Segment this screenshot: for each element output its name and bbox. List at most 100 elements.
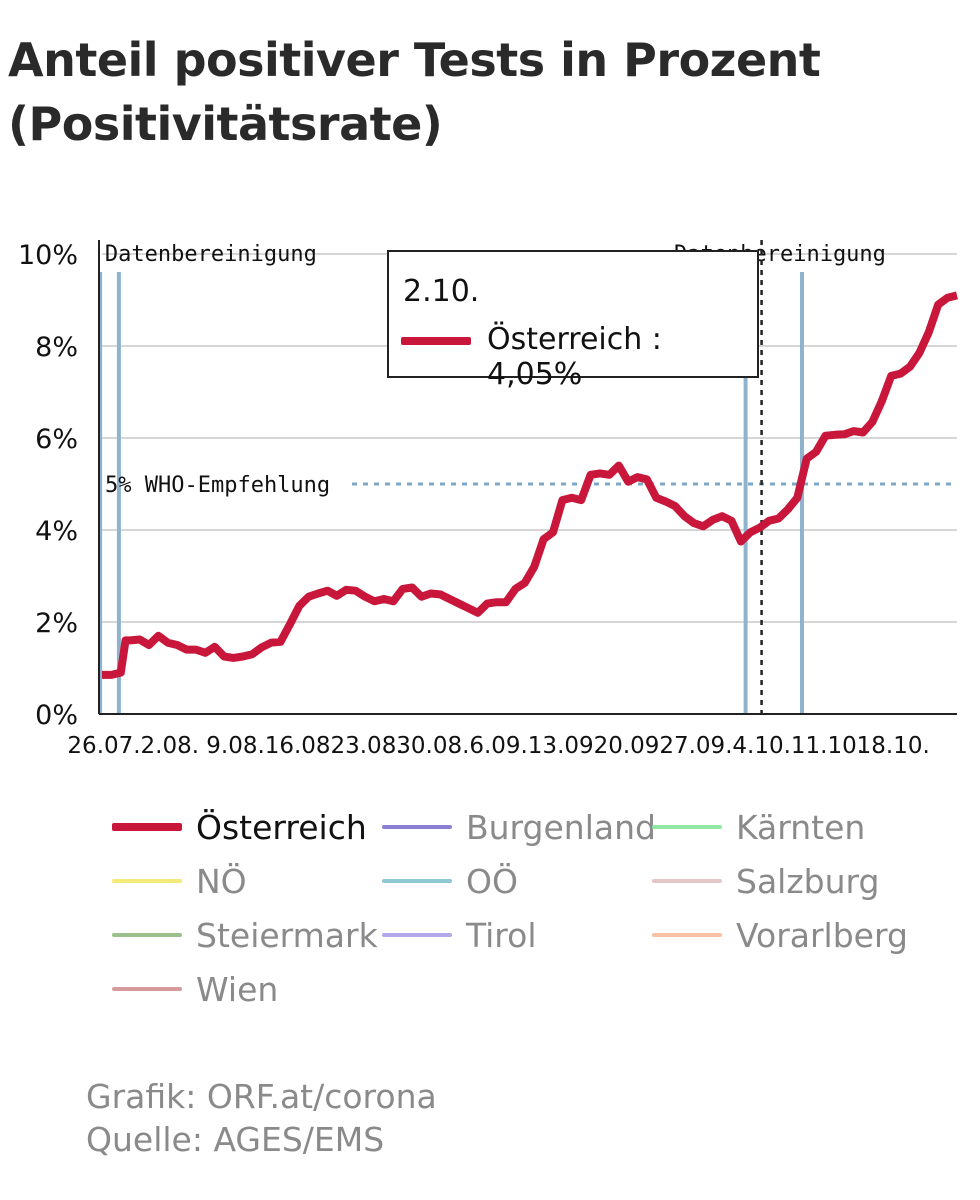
data-point: [543, 538, 545, 540]
data-point: [364, 596, 366, 598]
data-point: [684, 515, 686, 517]
y-tick-label: 4%: [35, 516, 78, 547]
data-point: [336, 595, 338, 597]
legend-item[interactable]: Vorarlberg: [652, 913, 908, 957]
data-point: [148, 644, 150, 646]
legend-label: NÖ: [196, 861, 247, 901]
data-point: [308, 596, 310, 598]
data-point: [787, 508, 789, 510]
who-reference: 5% WHO-Empfehlung: [105, 473, 957, 498]
who-reference-label: 5% WHO-Empfehlung: [105, 473, 330, 498]
data-point: [749, 531, 751, 533]
data-point: [862, 431, 864, 433]
data-point: [900, 373, 902, 375]
tooltip-date: 2.10.: [403, 274, 480, 309]
data-point: [195, 649, 197, 651]
data-point: [420, 596, 422, 598]
data-point: [120, 672, 122, 674]
y-tick-label: 6%: [35, 424, 78, 455]
data-point: [608, 474, 610, 476]
data-point: [768, 520, 770, 522]
legend-swatch: [112, 987, 182, 991]
legend-label: Österreich: [196, 807, 367, 847]
footer-credit: Grafik: ORF.at/corona: [86, 1077, 437, 1116]
x-axis-ticks: 26.07. 2.08. 9.08. 16.08.23.08.30.08. 6.09. 1…: [67, 733, 929, 759]
legend-label: Tirol: [466, 915, 537, 955]
legend-item[interactable]: Wien: [112, 967, 278, 1011]
legend-label: OÖ: [466, 861, 518, 901]
y-axis-ticks: 0% 2% 4% 6% 8% 10%: [18, 240, 78, 731]
data-point: [655, 497, 657, 499]
data-point: [167, 642, 169, 644]
legend-swatch: [652, 825, 722, 829]
data-point: [777, 518, 779, 520]
legend-swatch: [382, 825, 452, 829]
x-tick-label: 13.09.: [528, 733, 601, 759]
legend-label: Wien: [196, 969, 279, 1009]
footer-source: Quelle: AGES/EMS: [86, 1120, 385, 1159]
data-point: [871, 421, 873, 423]
data-point: [806, 458, 808, 460]
data-point: [373, 600, 375, 602]
legend-swatch: [652, 879, 722, 883]
data-point: [796, 497, 798, 499]
chart-title-line2: (Positivitätsrate): [8, 97, 443, 151]
data-point: [731, 520, 733, 522]
data-point: [937, 304, 939, 306]
data-point: [514, 588, 516, 590]
legend-label: Steiermark: [196, 915, 378, 955]
chart-plot[interactable]: 5% WHO-Empfehlung Datenbereinigung Daten…: [0, 0, 980, 780]
data-point: [186, 649, 188, 651]
data-point: [599, 472, 601, 474]
data-point: [223, 656, 225, 658]
data-point: [383, 598, 385, 600]
data-point: [355, 590, 357, 592]
data-point: [571, 497, 573, 499]
x-tick-label: 11.10.: [791, 733, 864, 759]
x-tick-label: 30.08.: [396, 733, 469, 759]
data-point: [411, 587, 413, 589]
legend-item[interactable]: Tirol: [382, 913, 537, 957]
legend-item[interactable]: Steiermark: [112, 913, 378, 957]
cleanup-label-left: Datenbereinigung: [105, 242, 317, 267]
data-point: [326, 590, 328, 592]
data-point: [317, 592, 319, 594]
legend-label: Kärnten: [736, 807, 866, 847]
data-point: [110, 674, 112, 676]
data-point: [552, 531, 554, 533]
y-tick-label: 2%: [35, 608, 78, 639]
data-point: [289, 623, 291, 625]
legend-item[interactable]: OÖ: [382, 859, 518, 903]
data-point: [947, 297, 949, 299]
data-point: [524, 582, 526, 584]
data-point: [580, 499, 582, 501]
data-point: [251, 653, 253, 655]
y-tick-label: 0%: [35, 700, 78, 731]
legend-swatch: [112, 933, 182, 937]
data-point: [561, 499, 563, 501]
data-point: [890, 375, 892, 377]
data-point: [139, 638, 141, 640]
x-tick-label: 18.10.: [857, 733, 930, 759]
legend-swatch: [382, 879, 452, 883]
axes: [98, 240, 957, 715]
data-point: [881, 400, 883, 402]
data-point: [956, 294, 958, 296]
data-point: [928, 331, 930, 333]
legend-item[interactable]: Salzburg: [652, 859, 879, 903]
data-point: [740, 541, 742, 543]
legend-item[interactable]: Österreich: [112, 805, 367, 849]
data-point: [101, 674, 103, 676]
legend-item[interactable]: Kärnten: [652, 805, 865, 849]
x-tick-label: 4.10.: [732, 733, 791, 759]
legend-item[interactable]: NÖ: [112, 859, 247, 903]
legend-swatch: [112, 823, 182, 831]
tooltip-value: Österreich : 4,05%: [487, 322, 662, 392]
legend-item[interactable]: Burgenland: [382, 805, 656, 849]
x-tick-label: 6.09.: [469, 733, 528, 759]
chart-title: Anteil positiver Tests in Prozent (Posit…: [8, 28, 968, 156]
data-point: [402, 588, 404, 590]
y-tick-label: 8%: [35, 332, 78, 363]
x-tick-label: 16.08.: [265, 733, 338, 759]
legend-swatch: [382, 933, 452, 937]
